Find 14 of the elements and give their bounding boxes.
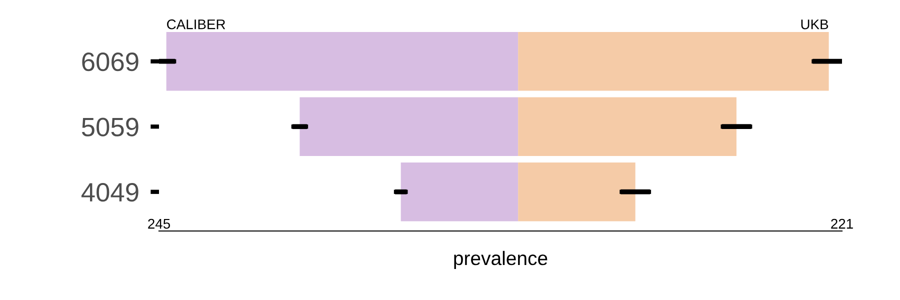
series-label: CALIBER <box>167 19 226 30</box>
bar <box>166 32 518 91</box>
bar <box>518 32 829 91</box>
y-tick-label: 5059 <box>82 118 138 136</box>
bar <box>518 162 636 222</box>
x-axis-title: prevalence <box>454 250 548 270</box>
y-tick-label: 6069 <box>82 52 138 72</box>
series-label: UKB <box>801 20 828 30</box>
bar <box>518 97 736 156</box>
bar <box>300 97 518 156</box>
y-tick-label: 4049 <box>81 182 138 202</box>
bar <box>400 162 518 222</box>
x-tick-label: 245 <box>148 218 170 229</box>
x-tick-label: 221 <box>831 218 853 229</box>
